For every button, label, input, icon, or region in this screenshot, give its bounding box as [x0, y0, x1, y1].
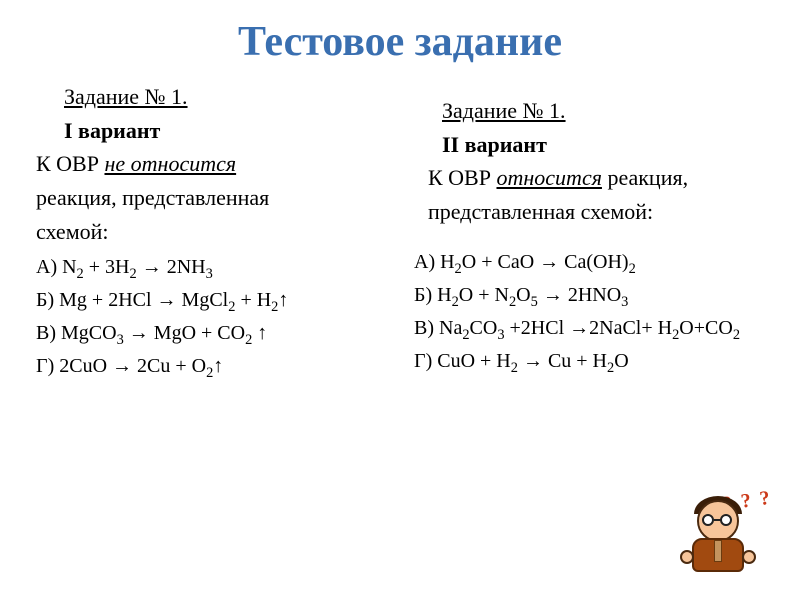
- intro-right-line1: К ОВР относится реакция,: [414, 163, 764, 193]
- intro-left-line2: реакция, представленная: [36, 183, 386, 213]
- column-left: Задание № 1. I вариант К ОВР не относитс…: [22, 74, 400, 388]
- columns: Задание № 1. I вариант К ОВР не относитс…: [0, 74, 800, 388]
- options-right: А) H2O + CaO → Ca(OH)2 Б) H2O + N2O5 → 2…: [414, 251, 764, 377]
- option-a-right: А) H2O + CaO → Ca(OH)2: [414, 251, 764, 278]
- intro-right-pre: К ОВР: [428, 165, 496, 190]
- option-g-right: Г) CuO + H2 → Cu + H2O: [414, 350, 764, 377]
- option-g-left: Г) 2CuO → 2Cu + O2↑: [36, 355, 386, 382]
- task-header-right: Задание № 1.: [414, 96, 764, 126]
- column-right: Задание № 1. II вариант К ОВР относится …: [400, 74, 778, 388]
- task-header-left: Задание № 1.: [36, 82, 386, 112]
- option-v-right: В) Na2CO3 +2HCl →2NaCl+ H2O+CO2: [414, 317, 764, 344]
- page-title: Тестовое задание: [0, 0, 800, 74]
- options-left: А) N2 + 3H2 → 2NH3 Б) Mg + 2HCl → MgCl2 …: [36, 256, 386, 382]
- intro-left-pre: К ОВР: [36, 151, 104, 176]
- variant-right: II вариант: [414, 130, 764, 160]
- option-v-left: В) MgCO3 → MgO + CO2 ↑: [36, 322, 386, 349]
- thinking-man-icon: ? ? ?: [670, 498, 766, 584]
- option-a-left: А) N2 + 3H2 → 2NH3: [36, 256, 386, 283]
- intro-right-post: реакция,: [602, 165, 688, 190]
- intro-left-key: не относится: [104, 151, 236, 176]
- intro-right-key: относится: [496, 165, 601, 190]
- option-b-left: Б) Mg + 2HCl → MgCl2 + H2↑: [36, 289, 386, 316]
- intro-right-line2: представленная схемой:: [414, 197, 764, 227]
- option-b-right: Б) H2O + N2O5 → 2HNO3: [414, 284, 764, 311]
- variant-left: I вариант: [36, 116, 386, 146]
- intro-left-line1: К ОВР не относится: [36, 149, 386, 179]
- intro-left-line3: схемой:: [36, 217, 386, 247]
